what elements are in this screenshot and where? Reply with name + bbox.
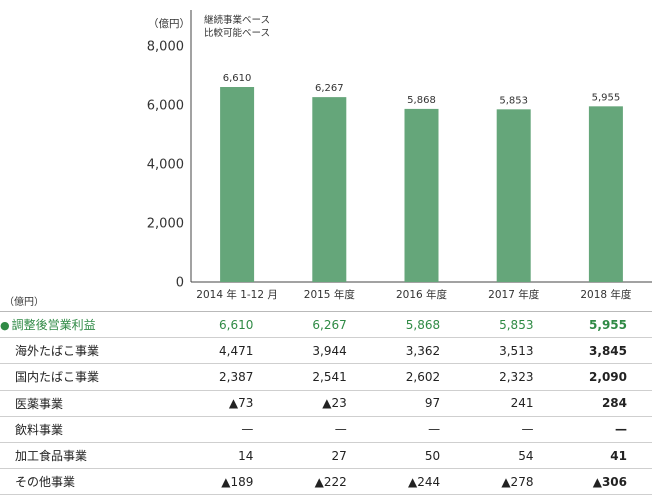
table-cell: ▲306	[533, 468, 652, 496]
table-row: 加工食品事業 14 27 50 54 41	[0, 442, 652, 470]
table-cell: 6,267	[253, 310, 347, 339]
table-unit-label: （億円）	[4, 297, 44, 308]
x-tick-label: 2014 年 1-12 月	[196, 288, 278, 300]
row-label: その他事業	[0, 468, 179, 496]
bar	[404, 108, 439, 282]
table-cell: 3,362	[346, 337, 441, 365]
table-cell: 97	[346, 390, 441, 417]
table-cell: 4,471	[178, 337, 254, 365]
table-cell: —	[533, 416, 652, 443]
table-cell: 2,602	[346, 363, 441, 391]
table-cell: 54	[440, 442, 534, 470]
row-label: 医薬事業	[0, 390, 179, 417]
x-tick-label: 2016 年度	[396, 288, 448, 300]
table-cell: ▲73	[178, 390, 254, 417]
table-row: 飲料事業 — — — — —	[0, 416, 652, 443]
bar-value-label: 6,610	[223, 73, 252, 84]
row-label-text: 調整後営業利益	[11, 318, 96, 333]
table-row: 国内たばこ事業 2,387 2,541 2,602 2,323 2,090	[0, 363, 652, 391]
table-cell: 2,090	[533, 363, 652, 391]
table-cell: ▲23	[253, 390, 347, 417]
bar-value-label: 5,955	[592, 92, 621, 103]
bar-value-label: 5,853	[499, 95, 528, 106]
table-row: 海外たばこ事業 4,471 3,944 3,362 3,513 3,845	[0, 337, 652, 365]
bar-value-label: 6,267	[315, 83, 344, 94]
table-cell: —	[178, 416, 254, 443]
chart-subtitle-line: 比較可能ベース	[204, 28, 271, 39]
row-label-text: 加工食品事業	[15, 449, 88, 464]
x-tick-label: 2015 年度	[304, 288, 356, 300]
table-cell: —	[253, 416, 347, 443]
table-cell: 3,845	[533, 337, 652, 365]
bar	[220, 87, 255, 282]
bar	[496, 109, 531, 282]
table-cell: 2,387	[178, 363, 254, 391]
table-cell: 5,955	[533, 310, 652, 339]
table-cell: 3,944	[253, 337, 347, 365]
table-cell: —	[440, 416, 534, 443]
table-row: 医薬事業 ▲73 ▲23 97 241 284	[0, 390, 652, 417]
y-tick-label: 4,000	[147, 158, 184, 173]
table-cell: ▲222	[253, 468, 347, 496]
table-cell: 5,868	[346, 310, 441, 339]
row-label-text: 国内たばこ事業	[15, 370, 100, 385]
bar	[588, 106, 623, 282]
y-tick-label: 6,000	[147, 99, 184, 114]
table-row: その他事業 ▲189 ▲222 ▲244 ▲278 ▲306	[0, 468, 652, 496]
table-cell: 241	[440, 390, 534, 417]
bar-value-label: 5,868	[407, 95, 436, 106]
table-cell: 2,323	[440, 363, 534, 391]
row-label: 飲料事業	[0, 416, 179, 443]
x-tick-label: 2017 年度	[488, 288, 540, 300]
table-cell: —	[346, 416, 441, 443]
row-label: 国内たばこ事業	[0, 363, 179, 391]
chart-subtitle-line: 継続事業ベース	[204, 15, 271, 26]
bullet-icon: ●	[0, 319, 10, 333]
table-cell: ▲244	[346, 468, 441, 496]
table-cell: 5,853	[440, 310, 534, 339]
row-label-text: 飲料事業	[15, 422, 64, 437]
bar	[312, 97, 347, 282]
chart-unit-label: （億円）	[148, 18, 190, 30]
y-tick-label: 0	[176, 276, 184, 291]
table-cell: 14	[178, 442, 254, 470]
table-cell: 2,541	[253, 363, 347, 391]
table-cell: 50	[346, 442, 441, 470]
chart-subtitle: 継続事業ベース 比較可能ベース	[204, 14, 270, 40]
data-table: ● 調整後営業利益 6,610 6,267 5,868 5,853 5,955 海外たばこ事業…	[0, 310, 652, 496]
row-label-text: 医薬事業	[15, 396, 64, 411]
x-tick-label: 2018 年度	[580, 288, 632, 300]
row-label: 加工食品事業	[0, 442, 179, 470]
y-tick-label: 2,000	[147, 217, 184, 232]
row-label-text: その他事業	[15, 475, 76, 490]
row-label: 海外たばこ事業	[0, 337, 179, 365]
table-cell: 41	[533, 442, 652, 470]
table-cell: ▲278	[440, 468, 534, 496]
row-label: ● 調整後営業利益	[0, 310, 179, 339]
table-cell: 3,513	[440, 337, 534, 365]
bar-chart: 0 2,000 4,000 6,000 8,000 6,610 2014 年 1-12 月 6…	[147, 10, 652, 300]
table-cell: 284	[533, 390, 652, 417]
table-cell: 6,610	[178, 310, 254, 339]
y-tick-label: 8,000	[147, 40, 184, 55]
table-row: ● 調整後営業利益 6,610 6,267 5,868 5,853 5,955	[0, 310, 652, 339]
table-cell: ▲189	[178, 468, 254, 496]
row-label-text: 海外たばこ事業	[15, 344, 100, 359]
table-cell: 27	[253, 442, 347, 470]
